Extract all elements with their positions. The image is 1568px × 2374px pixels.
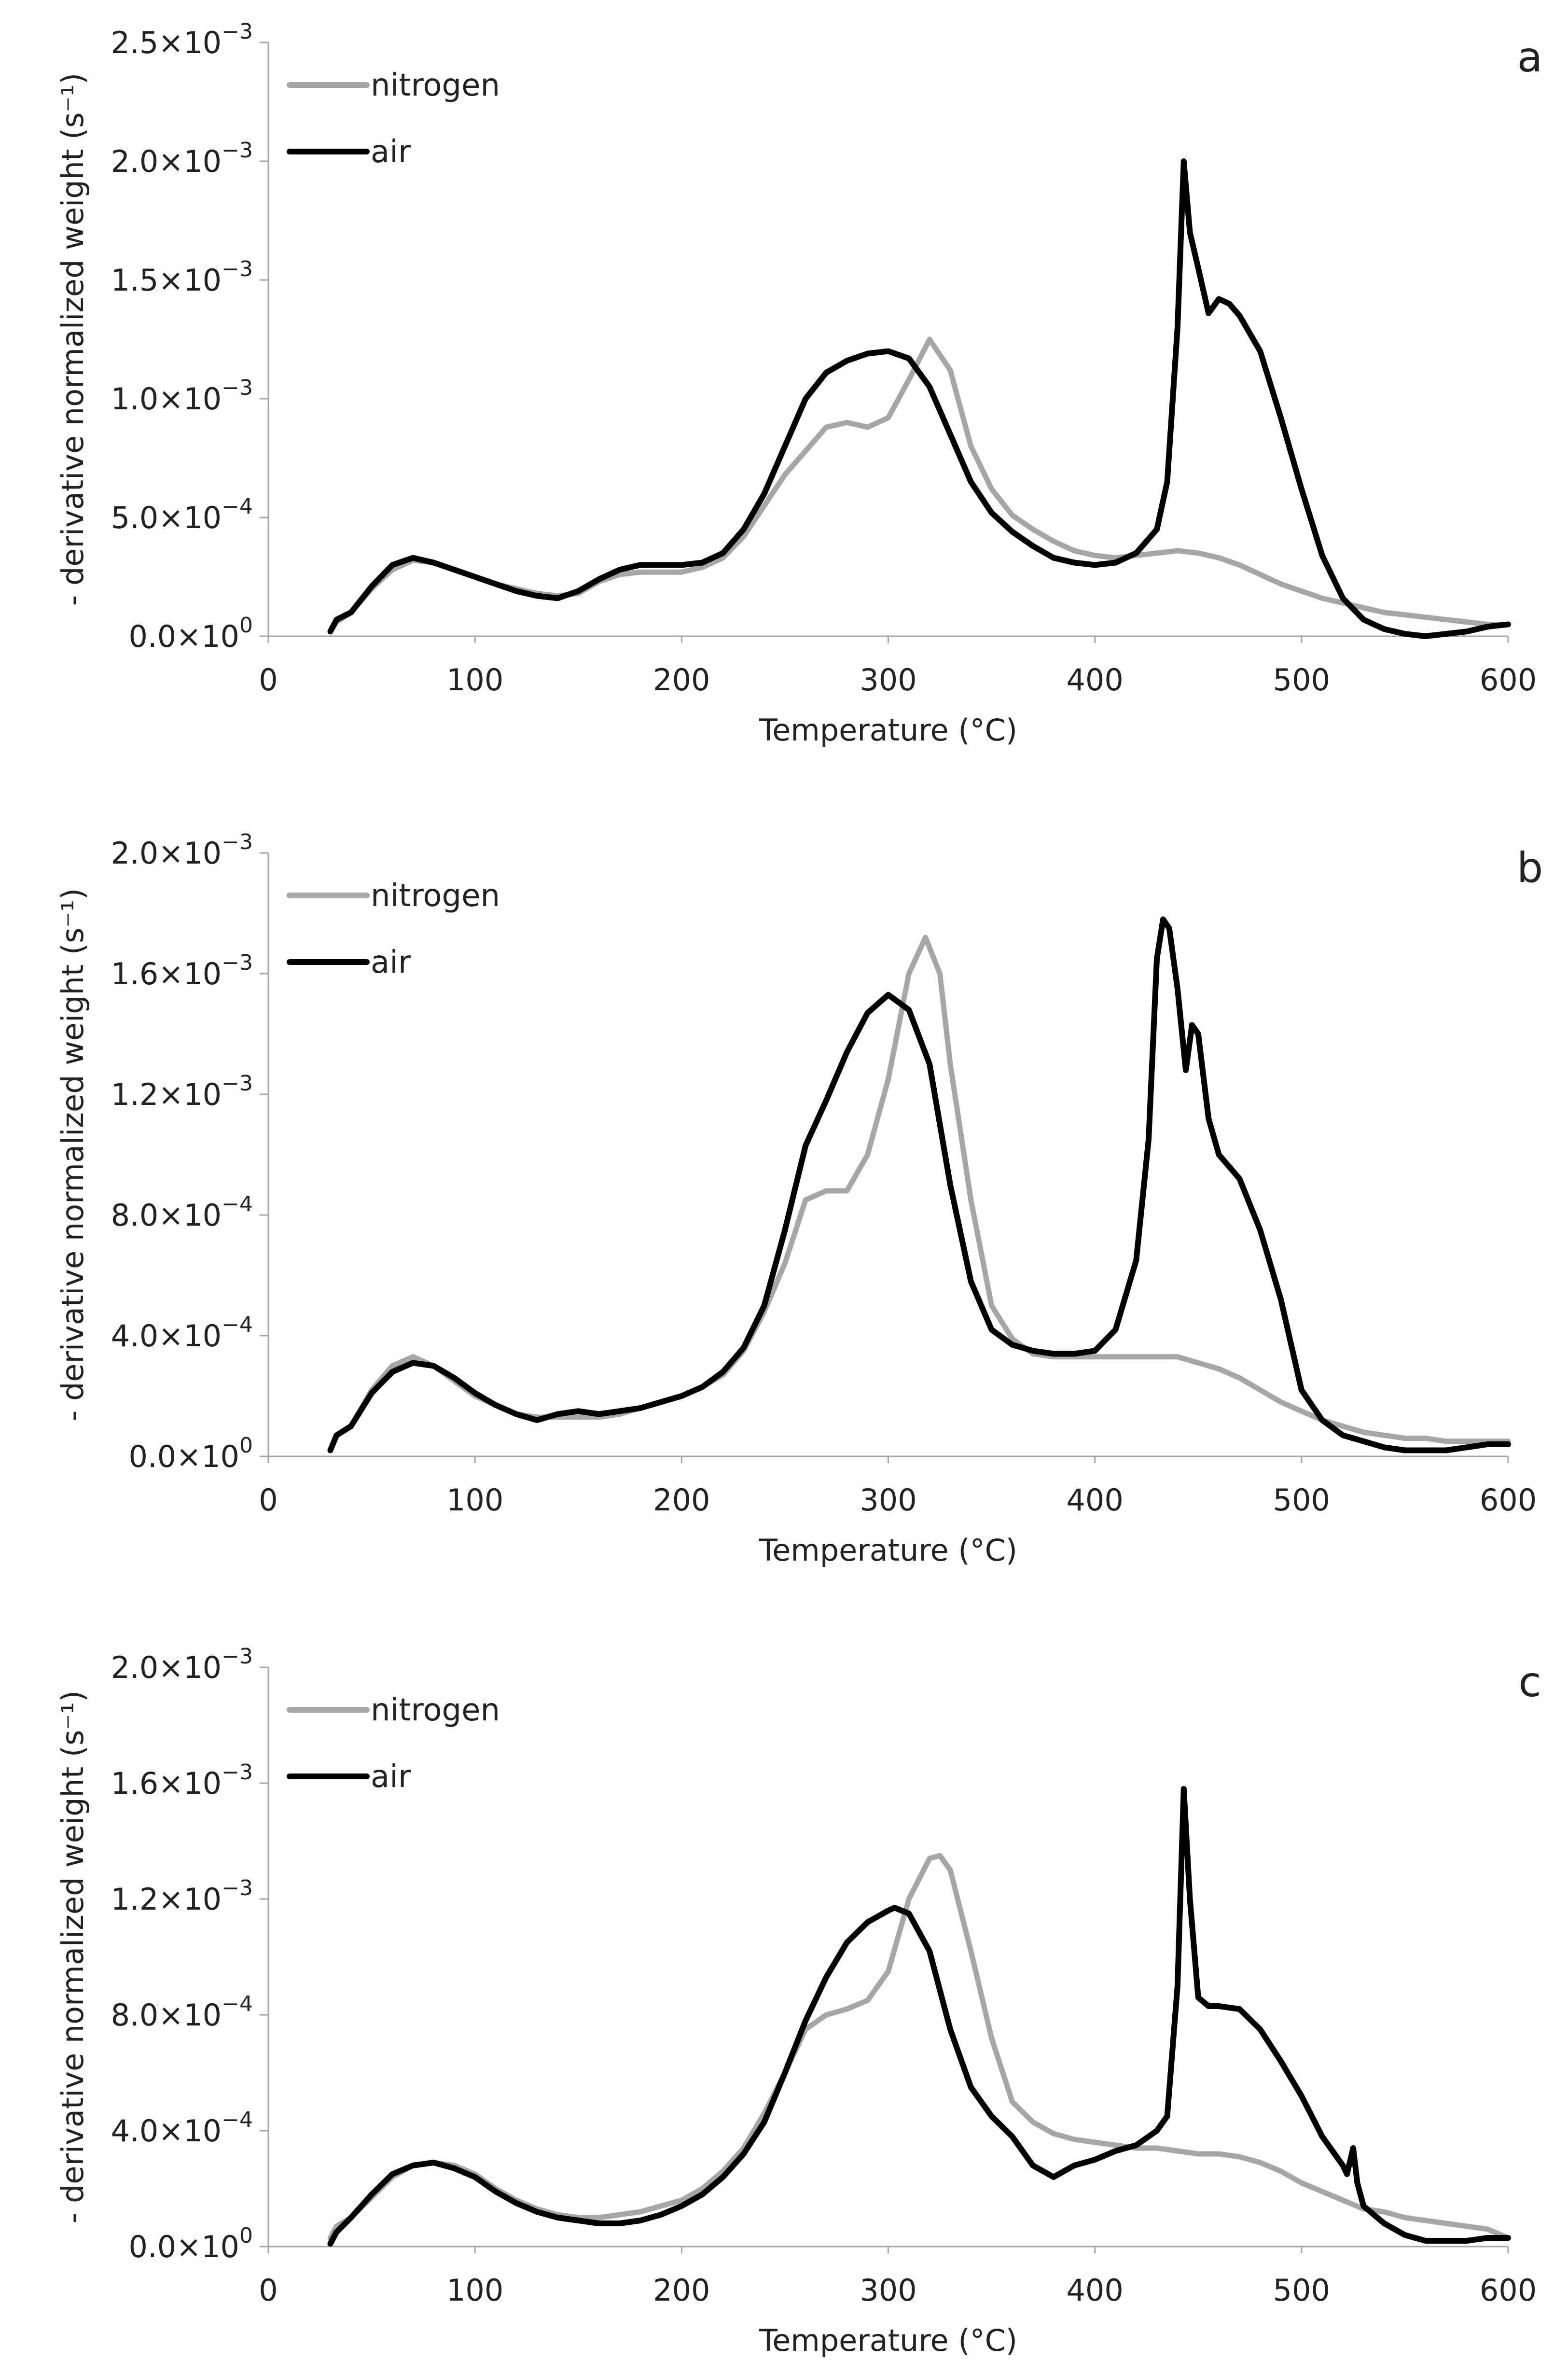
- legend-label-nitrogen: nitrogen: [371, 1692, 500, 1728]
- legend-label-nitrogen: nitrogen: [371, 878, 500, 914]
- y-tick-mantissa: 2.0×10: [111, 1650, 222, 1685]
- y-tick-exponent: −4: [222, 2108, 253, 2132]
- chart-panel-c: 0.0×1004.0×10−48.0×10−41.2×10−31.6×10−32…: [55, 1644, 1541, 2358]
- y-tick-mantissa: 4.0×10: [111, 2113, 222, 2149]
- y-tick-label: 1.6×10−3: [111, 950, 253, 991]
- x-tick-label: 400: [1066, 2273, 1123, 2308]
- y-tick-label: 4.0×10−4: [111, 1313, 253, 1354]
- x-tick-label: 600: [1480, 1482, 1537, 1518]
- y-tick-mantissa: 0.0×10: [129, 1439, 239, 1474]
- legend-label-air: air: [371, 1759, 411, 1795]
- x-tick-label: 0: [259, 662, 278, 698]
- x-tick-label: 400: [1066, 662, 1123, 698]
- y-tick-exponent: −3: [222, 19, 253, 44]
- x-tick-label: 100: [446, 1482, 503, 1518]
- x-tick-label: 600: [1480, 2273, 1537, 2308]
- y-tick-exponent: −3: [222, 950, 253, 975]
- y-tick-label: 1.0×10−3: [111, 376, 253, 417]
- y-tick-exponent: −4: [222, 494, 253, 519]
- x-axis-title: Temperature (°C): [759, 1533, 1017, 1568]
- legend-label-air: air: [371, 945, 411, 980]
- panel-letter: b: [1517, 844, 1543, 892]
- y-tick-mantissa: 8.0×10: [111, 1198, 222, 1233]
- y-tick-mantissa: 0.0×10: [129, 2229, 239, 2264]
- x-tick-label: 600: [1480, 662, 1537, 698]
- series-line-nitrogen: [328, 1853, 1511, 2241]
- y-tick-mantissa: 1.6×10: [111, 1766, 222, 1801]
- y-tick-label: 2.5×10−3: [111, 19, 253, 60]
- y-tick-exponent: −3: [222, 1071, 253, 1096]
- y-tick-label: 2.0×10−3: [111, 830, 253, 871]
- series-line-air: [327, 1786, 1511, 2247]
- y-tick-mantissa: 2.5×10: [111, 25, 222, 60]
- y-tick-label: 2.0×10−3: [111, 138, 253, 179]
- y-tick-mantissa: 8.0×10: [111, 1997, 222, 2033]
- legend-label-air: air: [371, 134, 411, 170]
- y-tick-mantissa: 5.0×10: [111, 500, 222, 535]
- y-tick-exponent: −3: [222, 830, 253, 854]
- x-tick-label: 200: [653, 2273, 710, 2308]
- x-tick-label: 200: [653, 1482, 710, 1518]
- y-tick-label: 0.0×100: [129, 2223, 253, 2264]
- y-tick-label: 0.0×100: [129, 1433, 253, 1474]
- x-tick-label: 200: [653, 662, 710, 698]
- x-tick-label: 500: [1273, 2273, 1330, 2308]
- y-tick-label: 8.0×10−4: [111, 1192, 253, 1233]
- y-tick-label: 1.2×10−3: [111, 1071, 253, 1112]
- y-tick-mantissa: 1.0×10: [111, 381, 222, 417]
- y-tick-exponent: 0: [239, 1433, 253, 1458]
- y-tick-mantissa: 1.6×10: [111, 956, 222, 991]
- y-tick-mantissa: 2.0×10: [111, 836, 222, 871]
- series-line-air: [327, 916, 1511, 1453]
- y-tick-mantissa: 1.2×10: [111, 1077, 222, 1112]
- x-tick-label: 0: [259, 1482, 278, 1518]
- y-tick-label: 1.5×10−3: [111, 257, 253, 298]
- y-tick-exponent: −3: [222, 257, 253, 281]
- y-tick-mantissa: 4.0×10: [111, 1318, 222, 1354]
- x-tick-label: 500: [1273, 662, 1330, 698]
- y-tick-mantissa: 2.0×10: [111, 144, 222, 179]
- y-tick-exponent: −3: [222, 1644, 253, 1669]
- x-tick-label: 0: [259, 2273, 278, 2308]
- panel-letter: a: [1517, 33, 1543, 82]
- x-tick-label: 300: [860, 1482, 916, 1518]
- y-tick-label: 1.6×10−3: [111, 1760, 253, 1801]
- panel-letter: c: [1518, 1658, 1541, 1706]
- y-tick-exponent: −4: [222, 1313, 253, 1337]
- x-tick-label: 400: [1066, 1482, 1123, 1518]
- chart-panel-b: 0.0×1004.0×10−48.0×10−41.2×10−31.6×10−32…: [55, 830, 1543, 1568]
- y-tick-mantissa: 0.0×10: [129, 619, 239, 654]
- series-line-air: [327, 158, 1511, 639]
- x-tick-label: 100: [446, 662, 503, 698]
- y-tick-exponent: −3: [222, 138, 253, 163]
- y-tick-label: 4.0×10−4: [111, 2108, 253, 2149]
- y-tick-label: 5.0×10−4: [111, 494, 253, 535]
- chart-panel-a: 0.0×1005.0×10−41.0×10−31.5×10−32.0×10−32…: [55, 19, 1542, 748]
- x-tick-label: 500: [1273, 1482, 1330, 1518]
- y-axis-title: - derivative normalized weight (s⁻¹): [55, 1690, 90, 2223]
- y-tick-label: 8.0×10−4: [111, 1992, 253, 2033]
- y-tick-exponent: −4: [222, 1192, 253, 1216]
- y-tick-exponent: −3: [222, 1760, 253, 1785]
- y-tick-mantissa: 1.2×10: [111, 1882, 222, 1917]
- x-axis-title: Temperature (°C): [759, 712, 1017, 748]
- y-tick-label: 0.0×100: [129, 613, 253, 654]
- y-axis-title: - derivative normalized weight (s⁻¹): [55, 73, 90, 606]
- y-tick-exponent: −3: [222, 1876, 253, 1900]
- y-tick-label: 1.2×10−3: [111, 1876, 253, 1917]
- x-tick-label: 100: [446, 2273, 503, 2308]
- y-tick-mantissa: 1.5×10: [111, 263, 222, 298]
- x-axis-title: Temperature (°C): [759, 2323, 1017, 2358]
- y-tick-label: 2.0×10−3: [111, 1644, 253, 1685]
- x-tick-label: 300: [860, 2273, 916, 2308]
- legend-label-nitrogen: nitrogen: [371, 68, 500, 103]
- y-tick-exponent: −4: [222, 1992, 253, 2016]
- y-axis-title: - derivative normalized weight (s⁻¹): [55, 888, 90, 1421]
- x-tick-label: 300: [860, 662, 916, 698]
- y-tick-exponent: −3: [222, 376, 253, 400]
- y-tick-exponent: 0: [239, 613, 253, 638]
- y-tick-exponent: 0: [239, 2223, 253, 2248]
- series-line-nitrogen: [328, 935, 1511, 1453]
